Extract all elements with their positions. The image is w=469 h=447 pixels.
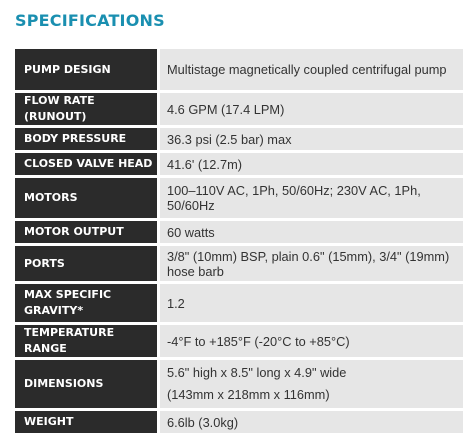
- row-value: 36.3 psi (2.5 bar) max: [160, 128, 463, 150]
- row-label: TEMPERATURE RANGE: [15, 325, 157, 357]
- row-label: PUMP DESIGN: [15, 49, 157, 90]
- table-row: CLOSED VALVE HEAD 41.6' (12.7m): [15, 153, 463, 175]
- table-row: PUMP DESIGN Multistage magnetically coup…: [15, 49, 463, 90]
- table-row: WEIGHT 6.6lb (3.0kg): [15, 411, 463, 433]
- specifications-table: PUMP DESIGN Multistage magnetically coup…: [15, 46, 463, 436]
- row-label: BODY PRESSURE: [15, 128, 157, 150]
- row-value: 3/8" (10mm) BSP, plain 0.6" (15mm), 3/4"…: [160, 246, 463, 281]
- table-row: DIMENSIONS 5.6" high x 8.5" long x 4.9" …: [15, 360, 463, 408]
- row-value: 1.2: [160, 284, 463, 322]
- row-label: PORTS: [15, 246, 157, 281]
- row-label: DIMENSIONS: [15, 360, 157, 408]
- row-label: MOTOR OUTPUT: [15, 221, 157, 243]
- table-row: FLOW RATE (RUNOUT) 4.6 GPM (17.4 LPM): [15, 93, 463, 125]
- row-value: 5.6" high x 8.5" long x 4.9" wide (143mm…: [160, 360, 463, 408]
- value-line-2: (143mm x 218mm x 116mm): [167, 386, 459, 404]
- row-value: 60 watts: [160, 221, 463, 243]
- row-label: WEIGHT: [15, 411, 157, 433]
- table-row: PORTS 3/8" (10mm) BSP, plain 0.6" (15mm)…: [15, 246, 463, 281]
- table-row: MAX SPECIFIC GRAVITY* 1.2: [15, 284, 463, 322]
- row-value: 41.6' (12.7m): [160, 153, 463, 175]
- row-value: -4°F to +185°F (-20°C to +85°C): [160, 325, 463, 357]
- row-label: CLOSED VALVE HEAD: [15, 153, 157, 175]
- table-row: TEMPERATURE RANGE -4°F to +185°F (-20°C …: [15, 325, 463, 357]
- row-value: 4.6 GPM (17.4 LPM): [160, 93, 463, 125]
- row-label: MOTORS: [15, 178, 157, 218]
- value-line-1: 5.6" high x 8.5" long x 4.9" wide: [167, 364, 459, 382]
- table-row: BODY PRESSURE 36.3 psi (2.5 bar) max: [15, 128, 463, 150]
- table-row: MOTORS 100–110V AC, 1Ph, 50/60Hz; 230V A…: [15, 178, 463, 218]
- row-value: Multistage magnetically coupled centrifu…: [160, 49, 463, 90]
- table-row: MOTOR OUTPUT 60 watts: [15, 221, 463, 243]
- row-value: 6.6lb (3.0kg): [160, 411, 463, 433]
- row-label: FLOW RATE (RUNOUT): [15, 93, 157, 125]
- row-value: 100–110V AC, 1Ph, 50/60Hz; 230V AC, 1Ph,…: [160, 178, 463, 218]
- row-label: MAX SPECIFIC GRAVITY*: [15, 284, 157, 322]
- page-title: SPECIFICATIONS: [15, 11, 165, 30]
